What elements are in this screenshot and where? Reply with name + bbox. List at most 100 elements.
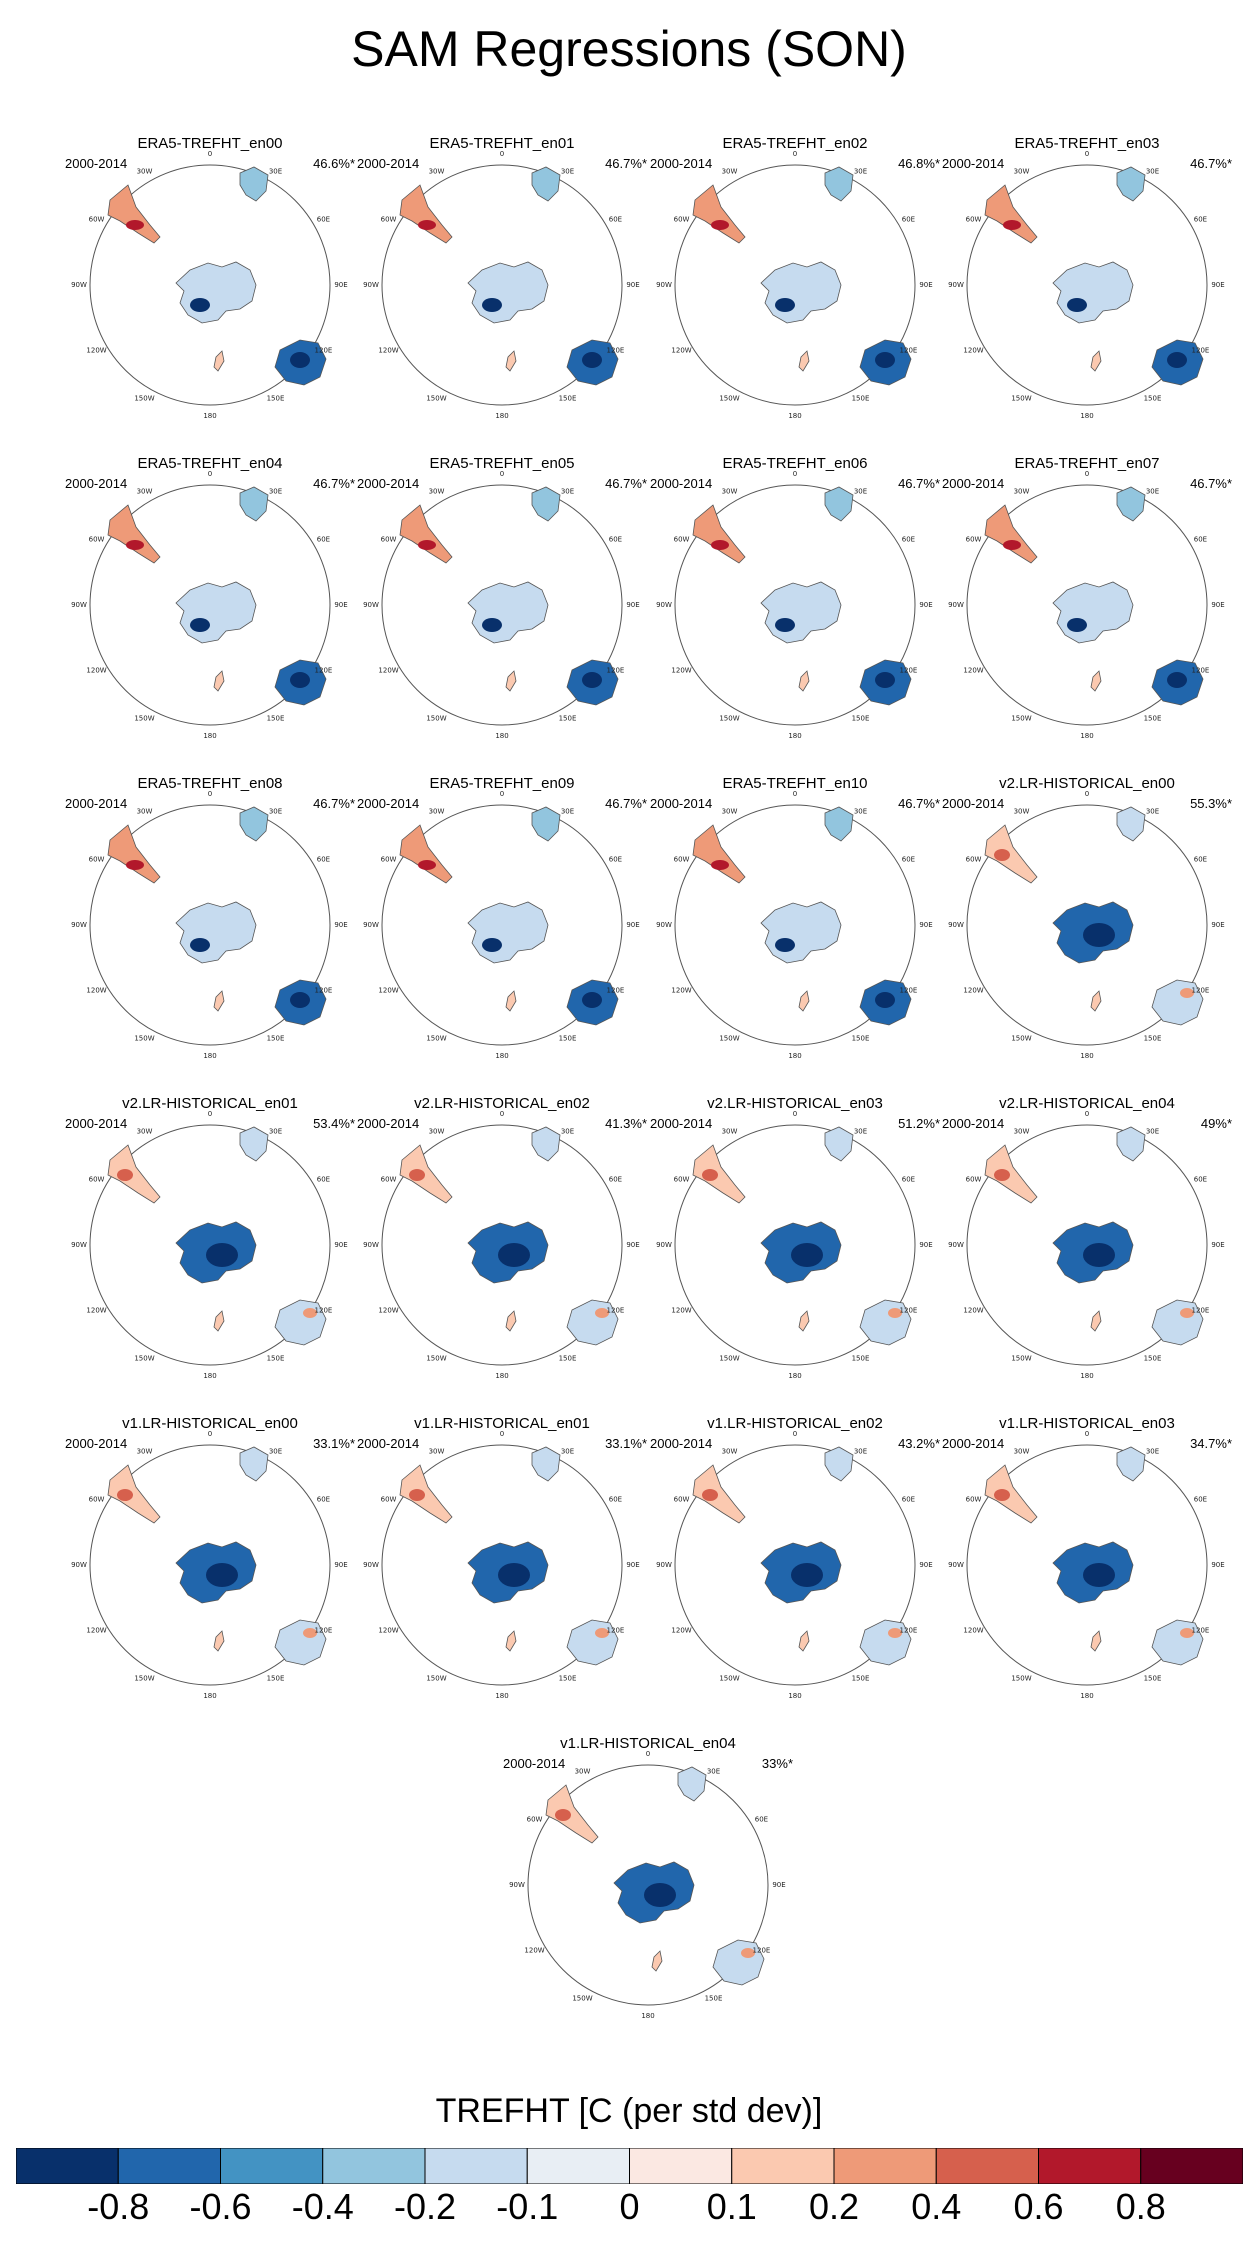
longitude-label: 90E <box>626 281 639 289</box>
anomaly-blob <box>1003 220 1021 230</box>
longitude-label: 0 <box>500 1110 504 1118</box>
anomaly-blob <box>206 1243 238 1267</box>
longitude-label: 30E <box>854 808 867 816</box>
africa-shape <box>1116 806 1146 842</box>
longitude-label: 150W <box>426 1034 446 1042</box>
polar-map: 0 30E 60E 90E 120E 150E 180 150W 120W 90W 60W 30W <box>363 470 640 740</box>
panel-period: 2000-2014 <box>650 476 713 491</box>
longitude-label: 30W <box>1014 1128 1030 1136</box>
longitude-label: 0 <box>500 150 504 158</box>
longitude-label: 90E <box>626 601 639 609</box>
longitude-label: 180 <box>495 732 508 740</box>
anomaly-blob <box>711 540 729 550</box>
longitude-label: 150E <box>267 1034 285 1042</box>
new-zealand-shape <box>213 350 225 372</box>
map-boundary <box>527 1764 769 2006</box>
panel-period: 2000-2014 <box>503 1756 566 1771</box>
longitude-label: 30E <box>561 1448 574 1456</box>
panel-variance-pct: 46.7%* <box>898 476 940 491</box>
longitude-label: 90W <box>71 921 87 929</box>
south-america-shape <box>692 824 746 884</box>
colorbar-title: TREFHT [C (per std dev)] <box>435 2092 823 2130</box>
map-panel: ERA5-TREFHT_en00 2000-2014 46.6%* 0 30E 60E 90… <box>60 135 360 435</box>
new-zealand-shape <box>798 1630 810 1652</box>
longitude-label: 0 <box>793 150 797 158</box>
panel-period: 2000-2014 <box>357 1116 420 1131</box>
anomaly-blob <box>775 618 795 632</box>
longitude-label: 120E <box>753 1947 771 1955</box>
africa-shape <box>531 166 561 202</box>
panel-period: 2000-2014 <box>942 156 1005 171</box>
anomaly-blob <box>126 220 144 230</box>
longitude-label: 0 <box>208 1110 212 1118</box>
longitude-label: 0 <box>1085 1110 1089 1118</box>
map-boundary <box>381 804 623 1046</box>
anomaly-blob <box>994 1489 1010 1501</box>
antarctica-shape <box>467 901 549 964</box>
map-boundary <box>89 1444 331 1686</box>
polar-map: 0 30E 60E 90E 120E 150E 180 150W 120W 90W 60W 30W <box>363 1430 640 1700</box>
map-panel: ERA5-TREFHT_en10 2000-2014 46.7%* 0 30E 60E 90… <box>645 775 945 1075</box>
colorbar-segment <box>16 2148 119 2184</box>
longitude-label: 120W <box>378 347 398 355</box>
map-panel: v1.LR-HISTORICAL_en04 2000-2014 33%* 0 30E 60… <box>498 1735 798 2035</box>
colorbar-segment <box>322 2148 426 2184</box>
africa-shape <box>239 1126 269 1162</box>
anomaly-blob <box>791 1243 823 1267</box>
africa-shape <box>824 1446 854 1482</box>
anomaly-blob <box>1003 540 1021 550</box>
colorbar-segment <box>424 2148 528 2184</box>
polar-map: 0 30E 60E 90E 120E 150E 180 150W 120W 90W 60W 30W <box>71 1110 348 1380</box>
longitude-label: 120E <box>1192 667 1210 675</box>
anomaly-blob <box>888 1628 902 1638</box>
longitude-label: 60E <box>317 1176 330 1184</box>
panel-period: 2000-2014 <box>357 476 420 491</box>
colorbar <box>16 2148 1243 2184</box>
longitude-label: 30W <box>575 1768 591 1776</box>
colorbar-tick-label: 0.1 <box>706 2186 757 2227</box>
anomaly-blob <box>498 1243 530 1267</box>
longitude-label: 30E <box>854 1448 867 1456</box>
longitude-label: 180 <box>788 1052 801 1060</box>
africa-shape <box>239 806 269 842</box>
longitude-label: 150W <box>1011 1354 1031 1362</box>
longitude-label: 30W <box>722 1128 738 1136</box>
polar-map: 0 30E 60E 90E 120E 150E 180 150W 120W 90W 60W 30W <box>948 1110 1225 1380</box>
panel-variance-pct: 34.7%* <box>1190 1436 1232 1451</box>
longitude-label: 30E <box>1146 168 1159 176</box>
south-america-shape <box>545 1784 599 1844</box>
longitude-label: 30W <box>722 168 738 176</box>
longitude-label: 120W <box>524 1947 544 1955</box>
anomaly-blob <box>1180 988 1194 998</box>
longitude-label: 60W <box>381 856 397 864</box>
longitude-label: 30E <box>707 1768 720 1776</box>
longitude-label: 180 <box>495 1372 508 1380</box>
longitude-label: 0 <box>208 1430 212 1438</box>
africa-shape <box>824 1126 854 1162</box>
longitude-label: 150E <box>1144 1354 1162 1362</box>
longitude-label: 30E <box>1146 1448 1159 1456</box>
longitude-label: 90W <box>363 281 379 289</box>
longitude-label: 90W <box>656 601 672 609</box>
anomaly-blob <box>775 938 795 952</box>
longitude-label: 30E <box>854 488 867 496</box>
map-panel: v2.LR-HISTORICAL_en02 2000-2014 41.3%* 0 30E… <box>352 1095 652 1395</box>
longitude-label: 60E <box>1194 1176 1207 1184</box>
longitude-label: 90W <box>363 601 379 609</box>
longitude-label: 150W <box>1011 1034 1031 1042</box>
longitude-label: 90W <box>656 1241 672 1249</box>
longitude-label: 90W <box>71 601 87 609</box>
panel-variance-pct: 46.7%* <box>313 796 355 811</box>
panel-period: 2000-2014 <box>65 156 128 171</box>
map-panel: ERA5-TREFHT_en03 2000-2014 46.7%* 0 30E 60E 90… <box>937 135 1237 435</box>
polar-map: 0 30E 60E 90E 120E 150E 180 150W 120W 90W 60W 30W <box>363 790 640 1060</box>
page-title: SAM Regressions (SON) <box>351 21 907 77</box>
longitude-label: 90W <box>656 921 672 929</box>
longitude-label: 0 <box>500 470 504 478</box>
longitude-label: 30E <box>561 168 574 176</box>
longitude-label: 60W <box>966 216 982 224</box>
longitude-label: 120E <box>607 1307 625 1315</box>
new-zealand-shape <box>213 990 225 1012</box>
anomaly-blob <box>711 220 729 230</box>
colorbar-segment <box>117 2148 221 2184</box>
